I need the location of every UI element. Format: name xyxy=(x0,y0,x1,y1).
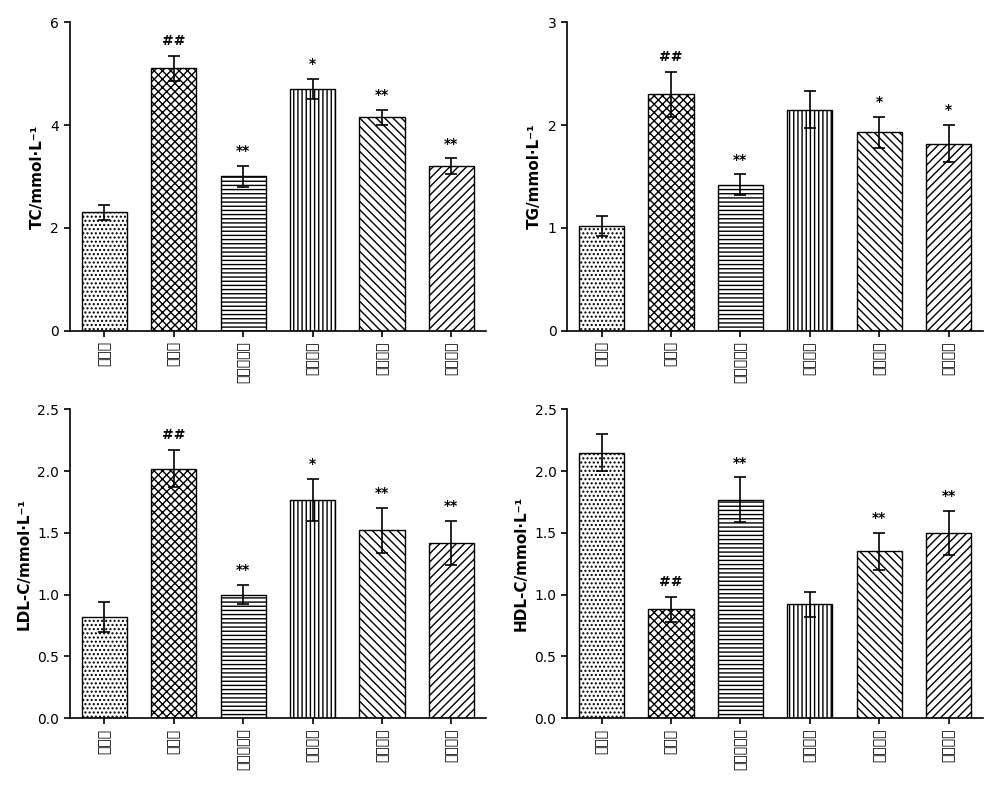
Text: *: * xyxy=(309,456,316,471)
Bar xyxy=(648,609,694,718)
Bar xyxy=(429,543,474,718)
Bar xyxy=(359,530,405,718)
Text: *: * xyxy=(309,57,316,71)
Bar xyxy=(718,185,763,331)
Bar xyxy=(221,595,266,718)
Bar xyxy=(787,109,832,331)
Text: **: ** xyxy=(444,499,459,513)
Bar xyxy=(290,89,335,331)
Text: **: ** xyxy=(733,153,748,167)
Bar xyxy=(151,469,196,718)
Text: ##: ## xyxy=(162,34,186,48)
Bar xyxy=(857,132,902,331)
Bar xyxy=(926,143,971,331)
Text: **: ** xyxy=(444,137,459,151)
Bar xyxy=(718,500,763,718)
Bar xyxy=(290,500,335,718)
Bar xyxy=(926,533,971,718)
Text: ##: ## xyxy=(162,428,186,442)
Text: **: ** xyxy=(375,88,389,102)
Text: ##: ## xyxy=(659,575,683,589)
Bar xyxy=(579,453,624,718)
Text: **: ** xyxy=(236,563,250,577)
Bar xyxy=(857,552,902,718)
Y-axis label: HDL-C/mmol·L⁻¹: HDL-C/mmol·L⁻¹ xyxy=(514,496,529,631)
Bar xyxy=(359,117,405,331)
Text: **: ** xyxy=(733,456,748,470)
Text: *: * xyxy=(945,103,952,117)
Text: **: ** xyxy=(872,511,886,525)
Bar xyxy=(221,176,266,331)
Y-axis label: LDL-C/mmol·L⁻¹: LDL-C/mmol·L⁻¹ xyxy=(17,497,32,630)
Bar xyxy=(579,226,624,331)
Text: *: * xyxy=(876,95,883,109)
Bar xyxy=(648,94,694,331)
Bar xyxy=(151,68,196,331)
Bar xyxy=(82,212,127,331)
Y-axis label: TG/mmol·L⁻¹: TG/mmol·L⁻¹ xyxy=(527,124,542,229)
Text: **: ** xyxy=(375,486,389,501)
Y-axis label: TC/mmol·L⁻¹: TC/mmol·L⁻¹ xyxy=(30,124,45,229)
Text: **: ** xyxy=(236,145,250,158)
Text: **: ** xyxy=(942,489,956,503)
Bar xyxy=(787,604,832,718)
Bar xyxy=(82,617,127,718)
Bar xyxy=(429,166,474,331)
Text: ##: ## xyxy=(659,50,683,64)
